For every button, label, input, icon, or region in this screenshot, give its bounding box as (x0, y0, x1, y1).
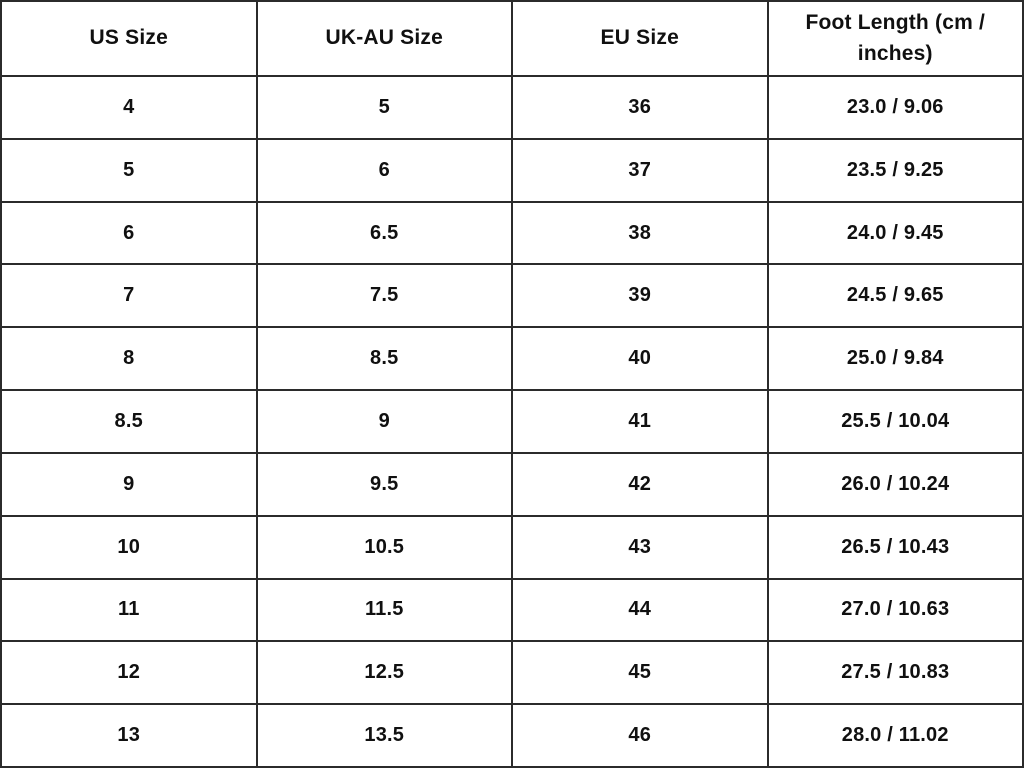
table-cell: 12 (0, 640, 258, 706)
table-cell: 46 (511, 703, 769, 768)
table-cell: 9 (255, 389, 513, 454)
table-cell: 26.0 / 10.24 (766, 451, 1024, 517)
table-cell: 6 (0, 200, 258, 266)
table-cell: 45 (511, 640, 769, 706)
table-cell: 27.5 / 10.83 (766, 640, 1024, 706)
table-cell: 9 (0, 451, 258, 517)
table-cell: 26.5 / 10.43 (766, 514, 1024, 580)
table-cell: 42 (511, 451, 769, 517)
table-cell: 23.5 / 9.25 (766, 137, 1024, 203)
table-cell: 27.0 / 10.63 (766, 577, 1024, 643)
table-cell: 9.5 (255, 451, 513, 517)
table-cell: 6 (255, 137, 513, 203)
table-cell: 7 (0, 263, 258, 329)
table-row: 11 11.5 44 27.0 / 10.63 (0, 577, 1024, 643)
table-cell: 13 (0, 703, 258, 768)
table-row: 12 12.5 45 27.5 / 10.83 (0, 640, 1024, 706)
table-header-row: US Size UK-AU Size EU Size Foot Length (cm … (0, 0, 1024, 77)
column-header-uk-au-size: UK-AU Size (255, 0, 513, 77)
table-row: 5 6 37 23.5 / 9.25 (0, 137, 1024, 203)
table-row: 13 13.5 46 28.0 / 11.02 (0, 703, 1024, 768)
column-header-foot-length-cm-inches: Foot Length (cm / inches) (766, 0, 1024, 77)
table-cell: 11.5 (255, 577, 513, 643)
table-row: 9 9.5 42 26.0 / 10.24 (0, 451, 1024, 517)
column-header-us-size: US Size (0, 0, 258, 77)
table-row: 8.5 9 41 25.5 / 10.04 (0, 389, 1024, 454)
table-row: 7 7.5 39 24.5 / 9.65 (0, 263, 1024, 329)
table-cell: 24.0 / 9.45 (766, 200, 1024, 266)
table-row: 6 6.5 38 24.0 / 9.45 (0, 200, 1024, 266)
table-cell: 40 (511, 326, 769, 392)
table-cell: 5 (255, 75, 513, 140)
table-cell: 13.5 (255, 703, 513, 768)
table-body: 4 5 36 23.0 / 9.06 5 6 37 23.5 / 9.25 6 6.5 38 24.0… (0, 75, 1024, 768)
table-cell: 28.0 / 11.02 (766, 703, 1024, 768)
table-cell: 37 (511, 137, 769, 203)
table-cell: 38 (511, 200, 769, 266)
table-cell: 8 (0, 326, 258, 392)
table-cell: 8.5 (255, 326, 513, 392)
table-cell: 23.0 / 9.06 (766, 75, 1024, 140)
table-cell: 7.5 (255, 263, 513, 329)
table-cell: 39 (511, 263, 769, 329)
table-cell: 25.0 / 9.84 (766, 326, 1024, 392)
table-cell: 24.5 / 9.65 (766, 263, 1024, 329)
table-cell: 43 (511, 514, 769, 580)
table-cell: 10.5 (255, 514, 513, 580)
table-cell: 36 (511, 75, 769, 140)
table-cell: 12.5 (255, 640, 513, 706)
table-row: 10 10.5 43 26.5 / 10.43 (0, 514, 1024, 580)
table-cell: 8.5 (0, 389, 258, 454)
table-head: US Size UK-AU Size EU Size Foot Length (cm … (0, 0, 1024, 77)
table-row: 8 8.5 40 25.0 / 9.84 (0, 326, 1024, 392)
column-header-eu-size: EU Size (511, 0, 769, 77)
table-cell: 11 (0, 577, 258, 643)
table-cell: 10 (0, 514, 258, 580)
table-cell: 4 (0, 75, 258, 140)
table-cell: 25.5 / 10.04 (766, 389, 1024, 454)
table-cell: 44 (511, 577, 769, 643)
table-cell: 6.5 (255, 200, 513, 266)
table-row: 4 5 36 23.0 / 9.06 (0, 75, 1024, 140)
table-cell: 5 (0, 137, 258, 203)
table-cell: 41 (511, 389, 769, 454)
